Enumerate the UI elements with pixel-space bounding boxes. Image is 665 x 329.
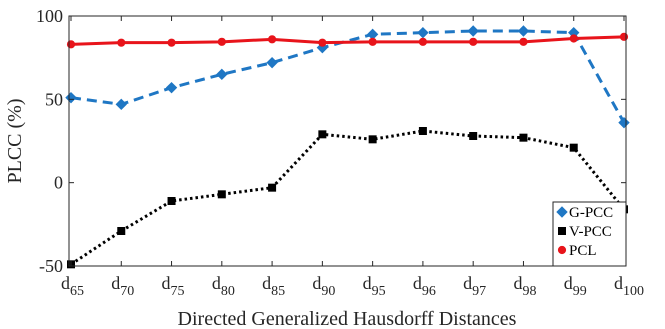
data-point: [117, 38, 126, 47]
axes-box: [68, 15, 627, 267]
data-point: [517, 25, 530, 37]
y-tick-label: -50: [39, 256, 63, 276]
data-point: [167, 38, 176, 47]
x-tick-label: d99: [564, 273, 587, 299]
data-point: [217, 37, 226, 46]
x-tick-label: d85: [262, 273, 285, 299]
data-point: [216, 68, 228, 81]
x-axis-title: Directed Generalized Hausdorff Distances: [178, 308, 517, 329]
series-pcl: [66, 32, 629, 49]
data-point: [469, 37, 478, 46]
series-line: [70, 29, 626, 124]
legend-marker: [558, 227, 566, 235]
data-point: [519, 37, 528, 46]
tick-labels: -50 0 50 100 d65 d70 d75 d80 d85 d90 d95 d96 d97 d98 d…: [36, 6, 644, 299]
x-tick-label: d97: [463, 273, 486, 299]
data-point: [217, 190, 226, 199]
x-tick-label: d90: [312, 273, 335, 299]
legend-marker: [557, 245, 567, 255]
y-axis-title: PLCC (%): [4, 99, 26, 184]
x-tick-label: d70: [111, 273, 134, 299]
data-point: [115, 98, 127, 111]
x-tick-label: d98: [513, 273, 536, 299]
y-tick-label: 50: [45, 89, 63, 109]
data-point: [368, 37, 377, 46]
x-tick-label: d100: [614, 273, 644, 299]
data-point: [267, 35, 277, 44]
series-layer: [65, 25, 630, 269]
series-line: [70, 35, 625, 46]
data-point: [368, 135, 377, 144]
data-point: [268, 183, 277, 192]
x-tick-label: d80: [212, 273, 235, 299]
plot-area: [69, 16, 626, 266]
data-point: [318, 38, 327, 47]
legend: G-PCC V-PCC PCL: [552, 201, 627, 267]
data-point: [417, 26, 429, 39]
legend-marker: [556, 206, 568, 218]
y-tick-label: 0: [54, 173, 63, 193]
legend-entry: V-PCC: [569, 224, 612, 240]
legend-entry: PCL: [569, 243, 597, 259]
x-tick-label: d65: [61, 273, 84, 299]
x-tick-label: d75: [162, 273, 185, 299]
data-point: [469, 132, 478, 140]
data-point: [569, 34, 578, 43]
data-point: [619, 32, 629, 41]
data-point: [418, 127, 427, 135]
data-point: [167, 197, 176, 205]
data-point: [117, 227, 126, 235]
data-point: [66, 40, 76, 49]
data-point: [519, 133, 528, 142]
data-point: [165, 81, 178, 94]
data-point: [318, 130, 327, 139]
legend-entry: G-PCC: [569, 205, 613, 221]
data-point: [467, 25, 479, 37]
data-point: [569, 143, 578, 152]
data-point: [418, 37, 428, 46]
x-tick-label: d95: [363, 273, 386, 299]
x-tick-label: d96: [413, 273, 436, 299]
series-g-pcc: [65, 25, 630, 129]
y-tick-label: 100: [36, 6, 63, 26]
data-point: [266, 56, 278, 69]
